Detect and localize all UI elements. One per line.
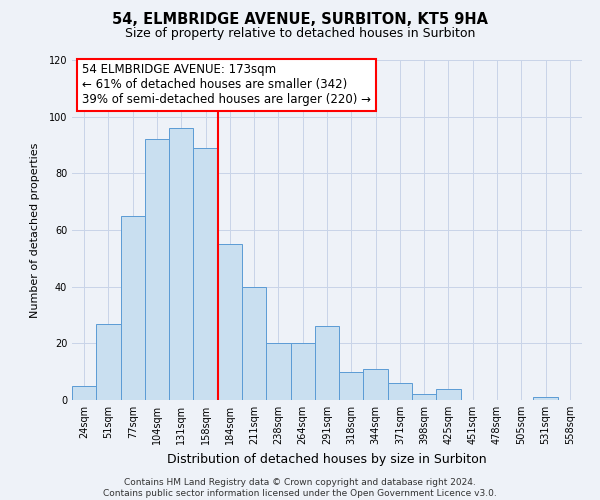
Bar: [121, 216, 145, 400]
Bar: [533, 397, 558, 400]
Bar: [315, 326, 339, 400]
Bar: [266, 344, 290, 400]
Bar: [96, 324, 121, 400]
Text: 54, ELMBRIDGE AVENUE, SURBITON, KT5 9HA: 54, ELMBRIDGE AVENUE, SURBITON, KT5 9HA: [112, 12, 488, 28]
Bar: [339, 372, 364, 400]
Bar: [364, 369, 388, 400]
Bar: [72, 386, 96, 400]
Bar: [388, 383, 412, 400]
Bar: [169, 128, 193, 400]
Bar: [218, 244, 242, 400]
Text: Contains HM Land Registry data © Crown copyright and database right 2024.
Contai: Contains HM Land Registry data © Crown c…: [103, 478, 497, 498]
Bar: [290, 344, 315, 400]
Bar: [145, 140, 169, 400]
Bar: [193, 148, 218, 400]
Bar: [242, 286, 266, 400]
Text: 54 ELMBRIDGE AVENUE: 173sqm
← 61% of detached houses are smaller (342)
39% of se: 54 ELMBRIDGE AVENUE: 173sqm ← 61% of det…: [82, 64, 371, 106]
Y-axis label: Number of detached properties: Number of detached properties: [31, 142, 40, 318]
X-axis label: Distribution of detached houses by size in Surbiton: Distribution of detached houses by size …: [167, 452, 487, 466]
Bar: [436, 388, 461, 400]
Text: Size of property relative to detached houses in Surbiton: Size of property relative to detached ho…: [125, 28, 475, 40]
Bar: [412, 394, 436, 400]
